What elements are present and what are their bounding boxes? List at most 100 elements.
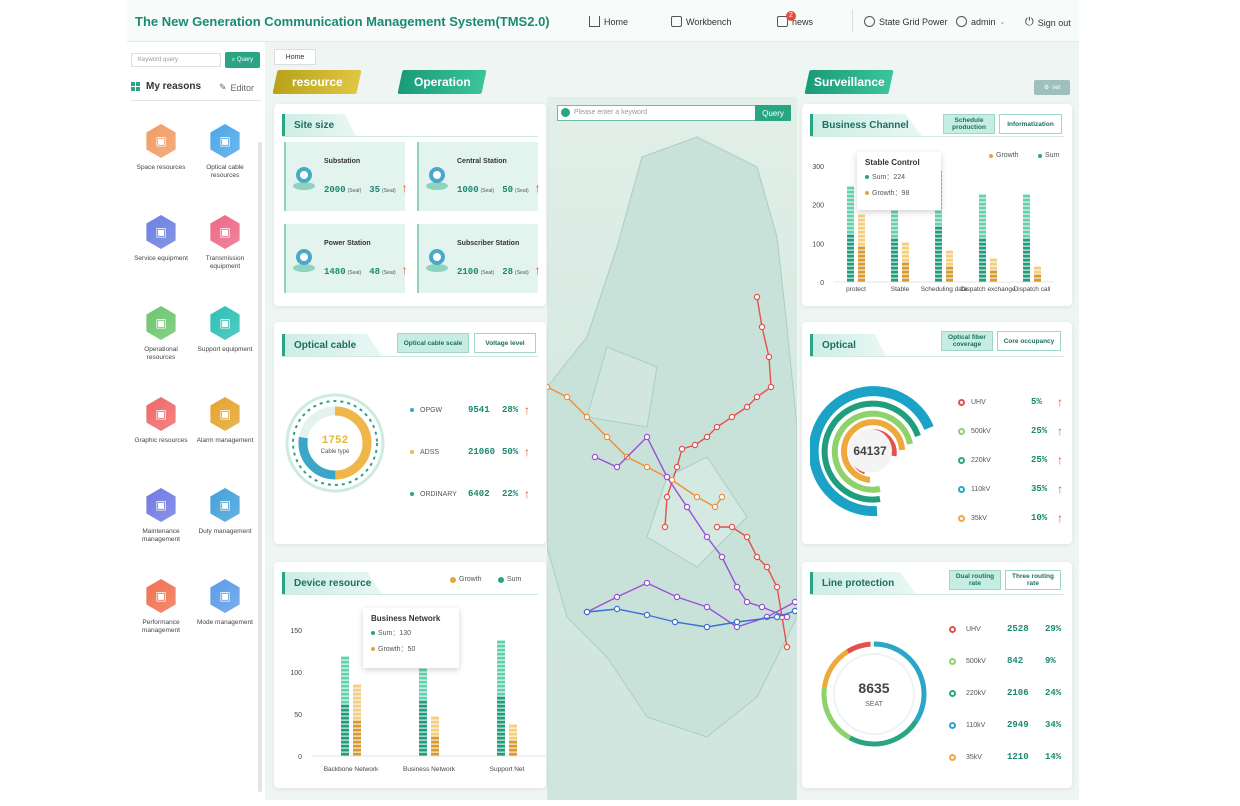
map-node [693, 493, 701, 501]
line-protection-value: 2528 [1007, 624, 1029, 634]
line-protection-row: 500kV 842 9% [949, 655, 1069, 667]
tab-optical-cable-scale[interactable]: Optical cable scale [397, 333, 469, 353]
tab-informatization[interactable]: Informatization [999, 114, 1062, 134]
legend-dot [410, 492, 414, 496]
line-protection-row: 110kV 2949 34% [949, 719, 1069, 731]
optical-name: 35kV [971, 514, 987, 522]
bar[interactable] [341, 656, 349, 756]
site-unit: (Seat) [347, 270, 362, 276]
bar[interactable] [497, 640, 505, 756]
bar[interactable] [847, 186, 854, 282]
site-card[interactable]: Substation 2000 (Seat) 35 (Seat) ↑ [284, 142, 408, 211]
tab-voltage-level[interactable]: Voltage level [474, 333, 536, 353]
bar[interactable] [1023, 194, 1030, 282]
bar[interactable] [431, 716, 439, 756]
legend-dot [498, 576, 504, 583]
tab-surveillance[interactable]: Surveillance [804, 70, 894, 94]
sidebar-menu-item[interactable]: ▣ Duty management [195, 488, 255, 536]
nav-workbench[interactable]: Workbench [671, 16, 731, 27]
sidebar-menu-item[interactable]: ▣ Performance management [131, 579, 191, 635]
arrow-up-icon: ↑ [401, 263, 408, 277]
bar[interactable] [902, 242, 909, 282]
optical-row: 35kV 10% ↑ [958, 511, 1068, 525]
bar[interactable] [858, 214, 865, 282]
bar[interactable] [990, 258, 997, 282]
legend-dot [865, 191, 869, 195]
sidebar-menu-item[interactable]: ▣ Operational resources [131, 306, 191, 362]
sidebar-search-button[interactable]: ⌕ Query [225, 52, 260, 68]
sidebar-search-input[interactable]: Keyword query [131, 53, 221, 67]
sidebar-menu-item[interactable]: ▣ Optical cable resources [195, 124, 255, 180]
menu-item-label: Optical cable resources [206, 164, 244, 179]
y-tick-label: 50 [294, 712, 302, 719]
my-reasons-label: My reasons [146, 81, 202, 92]
bar[interactable] [946, 250, 953, 282]
bar[interactable] [891, 198, 898, 282]
tab-three-routing-rate[interactable]: Three routing rate [1005, 570, 1061, 590]
sidebar-menu-item[interactable]: ▣ Service equipment [131, 215, 191, 263]
org-selector[interactable]: State Grid Power [864, 16, 948, 27]
site-unit: (Seat) [515, 188, 529, 194]
divider [131, 100, 261, 101]
sidebar-menu-item[interactable]: ▣ Maintenance management [131, 488, 191, 544]
map-search-button[interactable]: Query [755, 105, 791, 121]
site-card[interactable]: Central Station 1000 (Seat) 50 (Seat) ↑ [417, 142, 541, 211]
cable-name: ADSS [420, 448, 440, 456]
bar[interactable] [353, 684, 361, 756]
sidebar-menu-item[interactable]: ▣ Mode management [195, 579, 255, 627]
breadcrumb[interactable]: Home [274, 49, 316, 65]
chart-tooltip: Business Network Sum：130 Growth：50 [363, 608, 459, 668]
site-name: Power Station [324, 240, 371, 247]
bar[interactable] [509, 724, 517, 756]
map-node [643, 463, 651, 471]
sidebar-menu-item[interactable]: ▣ Alarm management [195, 397, 255, 445]
map-node [643, 579, 651, 587]
cable-value: 9541 [468, 405, 490, 415]
legend-dot [949, 753, 956, 761]
sidebar-menu-item[interactable]: ▣ Graphic resources [131, 397, 191, 445]
bar[interactable] [979, 194, 986, 282]
legend-growth: Growth [450, 576, 482, 583]
sidebar-menu-item[interactable]: ▣ Space resources [131, 124, 191, 172]
legend-growth-label: Growth [996, 152, 1019, 159]
bar[interactable] [1034, 266, 1041, 282]
signout-button[interactable]: ⏻ Sign out [1025, 16, 1071, 29]
legend-dot [958, 514, 965, 522]
chevron-down-icon: ⌄ [999, 18, 1006, 26]
site-card[interactable]: Subscriber Station 2100 (Seat) 28 (Seat) ↑ [417, 224, 541, 293]
line-protection-value: 2106 [1007, 688, 1029, 698]
site-card[interactable]: Power Station 1480 (Seat) 48 (Seat) ↑ [284, 224, 408, 293]
map-node [753, 393, 761, 401]
tab-resource[interactable]: resource [272, 70, 362, 94]
map-node [583, 608, 591, 616]
map-search-input[interactable]: Please enter a keyword [557, 105, 757, 121]
line-protection-name: 500kV [966, 657, 986, 665]
network-route [661, 293, 775, 531]
divider [282, 356, 538, 357]
sidebar-scrollbar[interactable] [258, 142, 262, 792]
nav-home[interactable]: Home [589, 16, 628, 27]
tab-core-occupancy[interactable]: Core occupancy [997, 331, 1061, 351]
user-menu[interactable]: admin ⌄ [956, 16, 1005, 27]
optical-name: 500kV [971, 427, 991, 435]
tab-optical-fiber-coverage[interactable]: Optical fiber coverage [941, 331, 993, 351]
tab-schedule-production[interactable]: Schedule production [943, 114, 995, 134]
line-protection-pct: 29% [1045, 624, 1062, 634]
legend-dot [958, 398, 965, 406]
set-button[interactable]: ⚙ set [1034, 80, 1070, 95]
sidebar-menu-item[interactable]: ▣ Transmission equipment [195, 215, 255, 271]
org-label: State Grid Power [879, 16, 948, 27]
tooltip-sum: Sum：224 [865, 172, 933, 182]
map-area[interactable] [543, 97, 799, 800]
line-protection-name: UHV [966, 625, 981, 633]
tab-dual-routing-rate[interactable]: Dual routing rate [949, 570, 1001, 590]
sidebar-menu-item[interactable]: ▣ Support equipment [195, 306, 255, 354]
tab-operation[interactable]: Operation [397, 70, 487, 94]
site-growth: 48 [369, 267, 381, 277]
map-node [703, 623, 711, 631]
editor-button[interactable]: ✎ Editor [219, 82, 254, 93]
optical-radial-chart: 64137 [810, 386, 934, 517]
nav-news[interactable]: 2 news [777, 11, 813, 27]
site-icon [292, 246, 315, 272]
map-node [713, 523, 721, 531]
